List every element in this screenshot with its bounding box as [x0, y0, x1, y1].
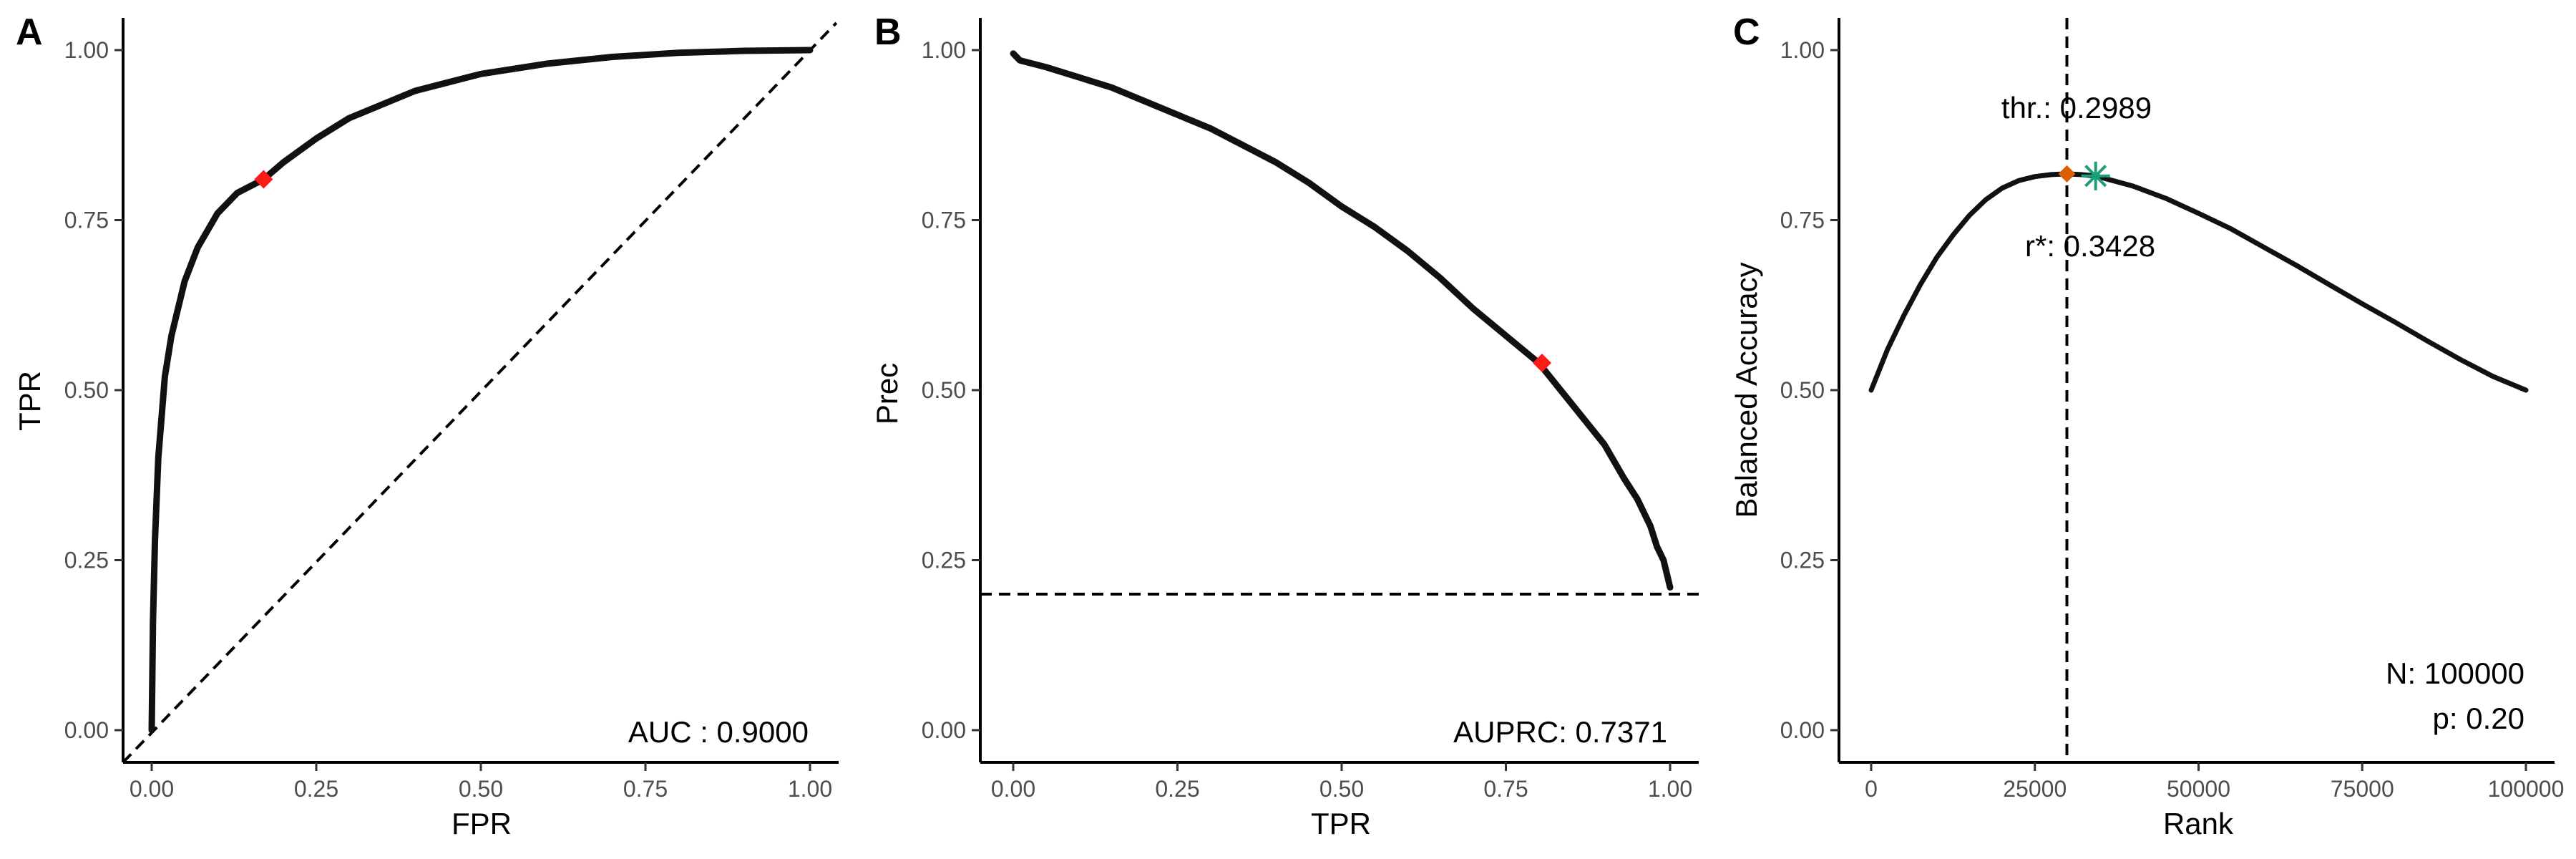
panel-c-y-axis-title: Balanced Accuracy: [1729, 262, 1763, 518]
panel-c-letter: C: [1733, 11, 1760, 53]
x-tick-label: 0.75: [1483, 776, 1528, 802]
y-tick-label: 1.00: [64, 37, 109, 63]
x-tick-label: 0.25: [294, 776, 338, 802]
panel-b-pr-curve-line: [1010, 50, 1674, 591]
x-tick-label: 0.50: [459, 776, 503, 802]
x-tick-label: 25000: [2003, 776, 2067, 802]
x-tick-label: 1.00: [788, 776, 832, 802]
x-tick-label: 75000: [2331, 776, 2394, 802]
panel-a-x-axis-title: FPR: [452, 807, 512, 840]
y-tick-label: 0.00: [922, 717, 966, 743]
panel-b-axes: 0.00 0.25 0.50 0.75 1.00 0.00 0.25 0.50 0.75 1.00: [922, 18, 1699, 802]
diagonal-reference-line: [122, 21, 838, 764]
x-tick-label: 0.75: [623, 776, 668, 802]
panel-b-optimal-point: [1532, 354, 1551, 372]
optimal-point-marker: [254, 170, 273, 189]
y-tick-label: 0.00: [1780, 717, 1825, 743]
panel-a-axes: 0.00 0.25 0.50 0.75 1.00 0.00 0.25 0.50 0.75 1.00: [64, 18, 839, 802]
x-tick-label: 100000: [2488, 776, 2565, 802]
y-tick-label: 0.25: [1780, 548, 1825, 573]
panel-b-y-axis-title: Prec: [870, 363, 904, 424]
panel-c-x-axis-title: Rank: [2163, 807, 2234, 840]
y-tick-label: 0.25: [64, 548, 109, 573]
y-tick-label: 1.00: [1780, 37, 1825, 63]
panel-c-n-annotation: N: 100000: [2386, 656, 2524, 690]
y-tick-label: 1.00: [922, 37, 966, 63]
y-tick-label: 0.50: [1780, 377, 1825, 403]
panel-c-balanced-accuracy: C 0 25000 50000 75000 100000 0.00 0.25 0.50 0.75…: [1729, 11, 2564, 840]
panel-b-pr-curve: B 0.00 0.25 0.50 0.75 1.00 0.00 0.25 0.50 0.75 1.…: [870, 11, 1699, 840]
y-tick-label: 0.75: [64, 208, 109, 233]
x-tick-label: 50000: [2167, 776, 2230, 802]
best-point-marker: [2081, 161, 2110, 190]
x-tick-label: 0.25: [1155, 776, 1199, 802]
panel-a-letter: A: [16, 11, 43, 53]
y-tick-label: 0.50: [64, 377, 109, 403]
panel-c-rstar-annotation: r*: 0.3428: [2025, 229, 2155, 263]
panel-a-roc-curve-line: [148, 47, 814, 734]
panel-a-optimal-point: [254, 170, 273, 189]
y-tick-label: 0.25: [922, 548, 966, 573]
panel-a-diagonal-reference-line: [122, 21, 838, 764]
panel-c-markers: [2058, 161, 2110, 190]
best-point-marker-stroke: [2084, 165, 2107, 188]
curve-path: [1010, 50, 1674, 591]
panel-a-roc-curve: A 0.00 0.25 0.50 0.75 1.00 0.00 0.25 0.50 0.75 1.…: [13, 11, 839, 840]
curve-path: [148, 47, 814, 734]
optimal-point-marker: [1532, 354, 1551, 372]
x-tick-label: 0: [1865, 776, 1878, 802]
y-tick-label: 0.50: [922, 377, 966, 403]
panel-a-y-axis-title: TPR: [13, 371, 47, 431]
x-tick-label: 1.00: [1648, 776, 1692, 802]
panel-c-axes: 0 25000 50000 75000 100000 0.00 0.25 0.50 0.75 1.…: [1780, 18, 2565, 802]
threshold-point-marker: [2058, 165, 2076, 183]
x-tick-label: 0.00: [991, 776, 1035, 802]
panel-b-auprc-annotation: AUPRC: 0.7371: [1453, 715, 1667, 749]
panel-c-threshold-annotation: thr.: 0.2989: [2001, 91, 2152, 125]
panel-c-p-annotation: p: 0.20: [2433, 702, 2524, 735]
panel-b-x-axis-title: TPR: [1311, 807, 1371, 840]
x-tick-label: 0.50: [1319, 776, 1364, 802]
x-tick-label: 0.00: [130, 776, 174, 802]
y-tick-label: 0.00: [64, 717, 109, 743]
panel-b-letter: B: [874, 11, 902, 53]
panel-a-auc-annotation: AUC : 0.9000: [628, 715, 809, 749]
y-tick-label: 0.75: [1780, 208, 1825, 233]
y-tick-label: 0.75: [922, 208, 966, 233]
